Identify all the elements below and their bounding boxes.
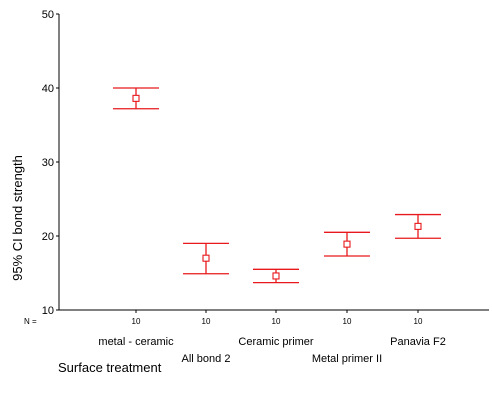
n-value-label: 10 bbox=[414, 317, 423, 326]
n-row-label: N = bbox=[24, 317, 37, 326]
mean-marker bbox=[414, 222, 422, 230]
n-value-label: 10 bbox=[343, 317, 352, 326]
y-tick-label: 30 bbox=[42, 157, 54, 169]
y-axis-label: 95% CI bond strength bbox=[10, 155, 25, 281]
chart-marks bbox=[113, 87, 441, 284]
category-label: metal - ceramic bbox=[98, 336, 174, 348]
y-tick-label: 50 bbox=[42, 9, 54, 21]
mean-marker bbox=[132, 94, 140, 102]
y-tick-label: 40 bbox=[42, 83, 54, 95]
y-tick-label: 20 bbox=[42, 231, 54, 243]
mean-marker bbox=[343, 240, 351, 248]
n-value-label: 10 bbox=[132, 317, 141, 326]
n-value-label: 10 bbox=[202, 317, 211, 326]
mean-marker bbox=[202, 254, 210, 262]
axes: 10 20 30 40 50 N = 10 10 10 10 10 metal - ceramic Al… bbox=[24, 9, 489, 365]
y-tick-label: 10 bbox=[42, 305, 54, 317]
category-label: Ceramic primer bbox=[238, 336, 314, 348]
mean-marker bbox=[272, 272, 280, 280]
category-label: All bond 2 bbox=[182, 353, 231, 365]
category-label: Metal primer II bbox=[312, 353, 382, 365]
n-value-label: 10 bbox=[272, 317, 281, 326]
category-label: Panavia F2 bbox=[390, 336, 446, 348]
x-axis-label: Surface treatment bbox=[58, 360, 162, 375]
